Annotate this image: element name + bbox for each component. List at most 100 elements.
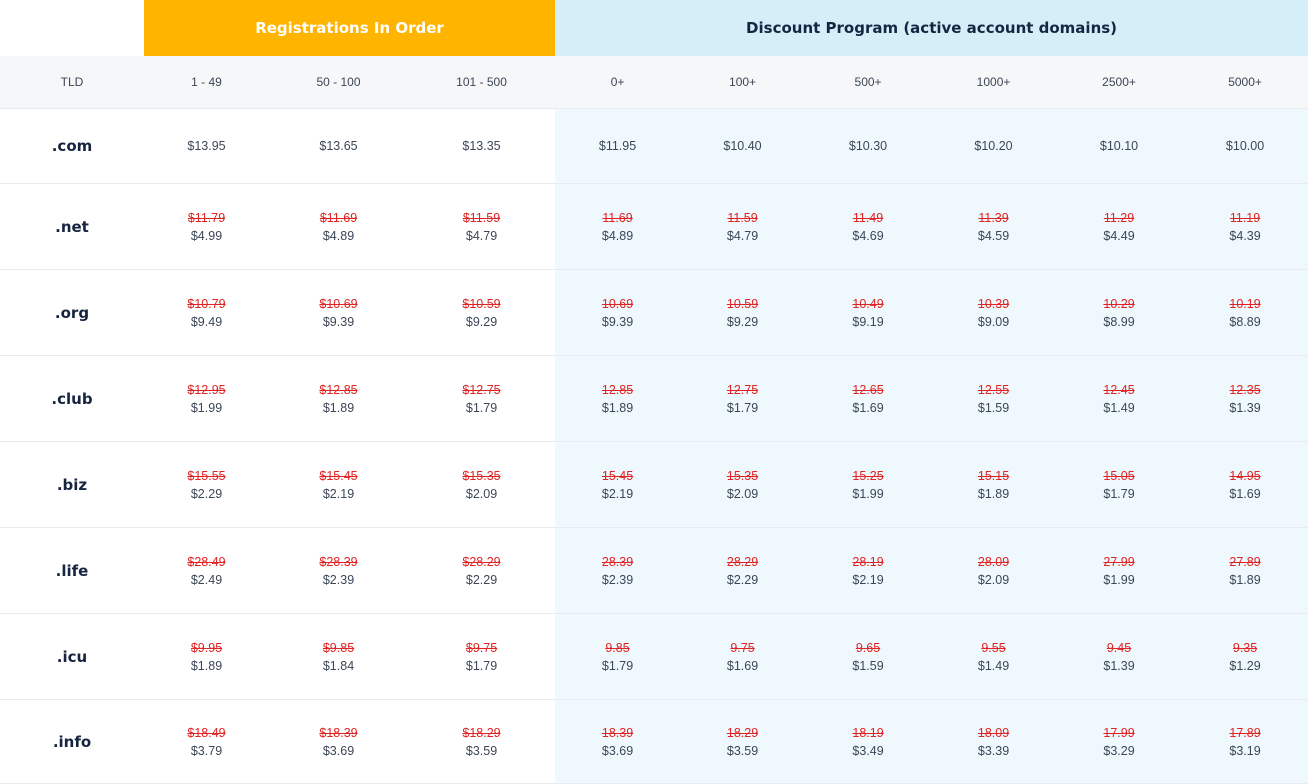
original-price: 17.99	[1103, 725, 1135, 740]
table-row: .biz $15.55 $2.29 $15.45 $2.19 $15.35 $2.09 15.…	[0, 441, 1308, 528]
original-price: $15.55	[187, 468, 226, 483]
current-price: $2.39	[601, 572, 634, 587]
price-cell: 12.35 $1.39	[1182, 355, 1308, 442]
price-cell: 17.89 $3.19	[1182, 699, 1308, 784]
price-cell: 12.45 $1.49	[1056, 355, 1183, 442]
table-row: .net $11.79 $4.99 $11.69 $4.89 $11.59 $4.79 11.…	[0, 183, 1308, 270]
price-cell: 9.35 $1.29	[1182, 613, 1308, 700]
current-price: $1.69	[1229, 486, 1261, 501]
current-price: $9.29	[465, 314, 498, 329]
column-header-tier: 50 - 100	[269, 56, 408, 109]
current-price: $9.39	[322, 314, 355, 329]
price-cell: $28.29 $2.29	[408, 527, 556, 614]
price-cell: 12.65 $1.69	[805, 355, 932, 442]
current-price: $1.89	[322, 400, 355, 415]
price-cell: 18.29 $3.59	[680, 699, 806, 784]
price-cell: 28.39 $2.39	[555, 527, 681, 614]
current-price: $2.29	[190, 486, 223, 501]
original-price: 9.75	[730, 640, 755, 655]
original-price: $9.75	[465, 640, 498, 655]
registrations-in-order-header: Registrations In Order	[144, 0, 556, 56]
current-price: $1.49	[977, 658, 1010, 673]
current-price: $2.19	[852, 572, 884, 587]
table-row: .com $13.95 $13.65 $13.35 $11.95 $10.40 $10.30…	[0, 108, 1308, 184]
price-cell: $10.10	[1056, 108, 1183, 184]
column-header-tier: 5000+	[1182, 56, 1308, 109]
original-price: 12.45	[1103, 382, 1135, 397]
table-row: .life $28.49 $2.49 $28.39 $2.39 $28.29 $2.29 28…	[0, 527, 1308, 614]
original-price: $11.69	[319, 210, 358, 225]
current-price: $8.99	[1103, 314, 1135, 329]
price-cell: 9.65 $1.59	[805, 613, 932, 700]
column-header-tier: 500+	[805, 56, 932, 109]
original-price: 28.19	[852, 554, 884, 569]
current-price: $13.95	[187, 139, 226, 153]
current-price: $1.99	[852, 486, 884, 501]
original-price: $18.49	[187, 725, 226, 740]
original-price: 9.45	[1106, 640, 1132, 655]
price-cell: $12.95 $1.99	[144, 355, 269, 442]
price-cell: 9.45 $1.39	[1056, 613, 1183, 700]
current-price: $9.49	[190, 314, 223, 329]
original-price: $10.79	[187, 296, 226, 311]
original-price: 11.59	[727, 210, 758, 225]
original-price: 11.29	[1103, 210, 1135, 225]
current-price: $3.19	[1229, 743, 1261, 758]
original-price: $11.59	[462, 210, 501, 225]
current-price: $13.65	[319, 139, 358, 153]
original-price: $12.75	[462, 382, 501, 397]
price-cell: $11.59 $4.79	[408, 183, 556, 270]
current-price: $1.89	[977, 486, 1010, 501]
price-cell: $15.35 $2.09	[408, 441, 556, 528]
current-price: $8.89	[1229, 314, 1261, 329]
original-price: 11.19	[1229, 210, 1261, 225]
price-cell: 12.75 $1.79	[680, 355, 806, 442]
current-price: $10.20	[974, 139, 1013, 153]
price-cell: 15.35 $2.09	[680, 441, 806, 528]
current-price: $1.49	[1103, 400, 1135, 415]
original-price: 28.29	[726, 554, 759, 569]
original-price: $28.39	[319, 554, 358, 569]
column-header-tier: 0+	[555, 56, 681, 109]
tld-name: .club	[0, 355, 144, 442]
tld-name: .biz	[0, 441, 144, 528]
price-cell: 11.49 $4.69	[805, 183, 932, 270]
price-cell: $10.20	[931, 108, 1057, 184]
original-price: 11.69	[602, 210, 633, 225]
current-price: $1.84	[322, 658, 355, 673]
original-price: 27.89	[1229, 554, 1261, 569]
column-header-tier: 101 - 500	[408, 56, 556, 109]
current-price: $4.79	[465, 228, 498, 243]
table-row: .org $10.79 $9.49 $10.69 $9.39 $10.59 $9.29 10.…	[0, 269, 1308, 356]
current-price: $3.59	[465, 743, 498, 758]
original-price: 17.89	[1229, 725, 1261, 740]
original-price: 10.29	[1103, 296, 1135, 311]
price-cell: 18.09 $3.39	[931, 699, 1057, 784]
price-cell: 11.59 $4.79	[680, 183, 806, 270]
original-price: $18.29	[462, 725, 501, 740]
original-price: 18.09	[977, 725, 1010, 740]
group-header-blank	[0, 0, 144, 56]
price-cell: 10.19 $8.89	[1182, 269, 1308, 356]
original-price: $11.79	[187, 210, 226, 225]
current-price: $1.79	[465, 658, 498, 673]
original-price: $12.85	[319, 382, 358, 397]
price-cell: $11.95	[555, 108, 681, 184]
price-cell: 18.39 $3.69	[555, 699, 681, 784]
price-cell: 15.15 $1.89	[931, 441, 1057, 528]
current-price: $2.29	[465, 572, 498, 587]
current-price: $2.09	[726, 486, 759, 501]
price-cell: 14.95 $1.69	[1182, 441, 1308, 528]
current-price: $4.49	[1103, 228, 1135, 243]
current-price: $2.39	[322, 572, 355, 587]
current-price: $9.19	[852, 314, 884, 329]
current-price: $2.09	[465, 486, 498, 501]
current-price: $1.89	[1229, 572, 1261, 587]
original-price: 15.35	[726, 468, 759, 483]
table-row: .icu $9.95 $1.89 $9.85 $1.84 $9.75 $1.79 9.85 $1…	[0, 613, 1308, 700]
original-price: $28.29	[462, 554, 501, 569]
original-price: 15.15	[977, 468, 1010, 483]
original-price: 12.85	[601, 382, 634, 397]
original-price: 15.05	[1103, 468, 1135, 483]
price-cell: 9.55 $1.49	[931, 613, 1057, 700]
